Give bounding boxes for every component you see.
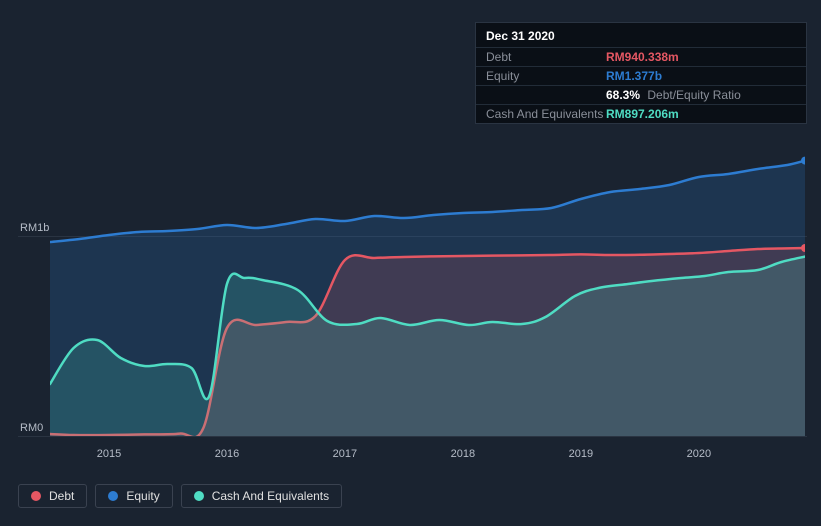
chart-plot <box>50 136 805 436</box>
legend-swatch-icon <box>108 491 118 501</box>
chart-tooltip: Dec 31 2020 DebtRM940.338mEquityRM1.377b… <box>475 22 807 124</box>
tooltip-row: DebtRM940.338m <box>476 47 806 66</box>
x-axis-label: 2019 <box>569 448 593 460</box>
tooltip-date: Dec 31 2020 <box>476 23 806 47</box>
chart-legend: Debt Equity Cash And Equivalents <box>18 484 342 508</box>
x-axis-label: 2018 <box>451 448 475 460</box>
legend-label: Debt <box>49 489 74 503</box>
tooltip-row-value: RM940.338m <box>606 50 679 64</box>
tooltip-row-value: 68.3% Debt/Equity Ratio <box>606 88 741 102</box>
legend-item-debt[interactable]: Debt <box>18 484 87 508</box>
tooltip-row: Cash And EquivalentsRM897.206m <box>476 104 806 123</box>
tooltip-row: 68.3% Debt/Equity Ratio <box>476 85 806 104</box>
tooltip-row-value: RM1.377b <box>606 69 662 83</box>
gridline <box>18 436 807 437</box>
legend-swatch-icon <box>31 491 41 501</box>
tooltip-row-label <box>486 88 606 102</box>
tooltip-row-label: Equity <box>486 69 606 83</box>
y-axis-label: RM1b <box>20 222 49 234</box>
tooltip-row-label: Debt <box>486 50 606 64</box>
x-axis-label: 2016 <box>215 448 239 460</box>
x-axis-label: 2015 <box>97 448 121 460</box>
x-axis: 2015 2016 2017 2018 2019 2020 <box>50 448 805 464</box>
x-axis-label: 2020 <box>687 448 711 460</box>
tooltip-row: EquityRM1.377b <box>476 66 806 85</box>
legend-label: Equity <box>126 489 159 503</box>
x-axis-label: 2017 <box>333 448 357 460</box>
legend-swatch-icon <box>194 491 204 501</box>
legend-item-equity[interactable]: Equity <box>95 484 172 508</box>
tooltip-row-label: Cash And Equivalents <box>486 107 606 121</box>
legend-item-cash[interactable]: Cash And Equivalents <box>181 484 342 508</box>
tooltip-row-value: RM897.206m <box>606 107 679 121</box>
tooltip-row-suffix: Debt/Equity Ratio <box>644 88 741 102</box>
y-axis-label: RM0 <box>20 422 43 434</box>
debt-equity-chart: Dec 31 2020 DebtRM940.338mEquityRM1.377b… <box>0 0 821 526</box>
legend-label: Cash And Equivalents <box>212 489 329 503</box>
